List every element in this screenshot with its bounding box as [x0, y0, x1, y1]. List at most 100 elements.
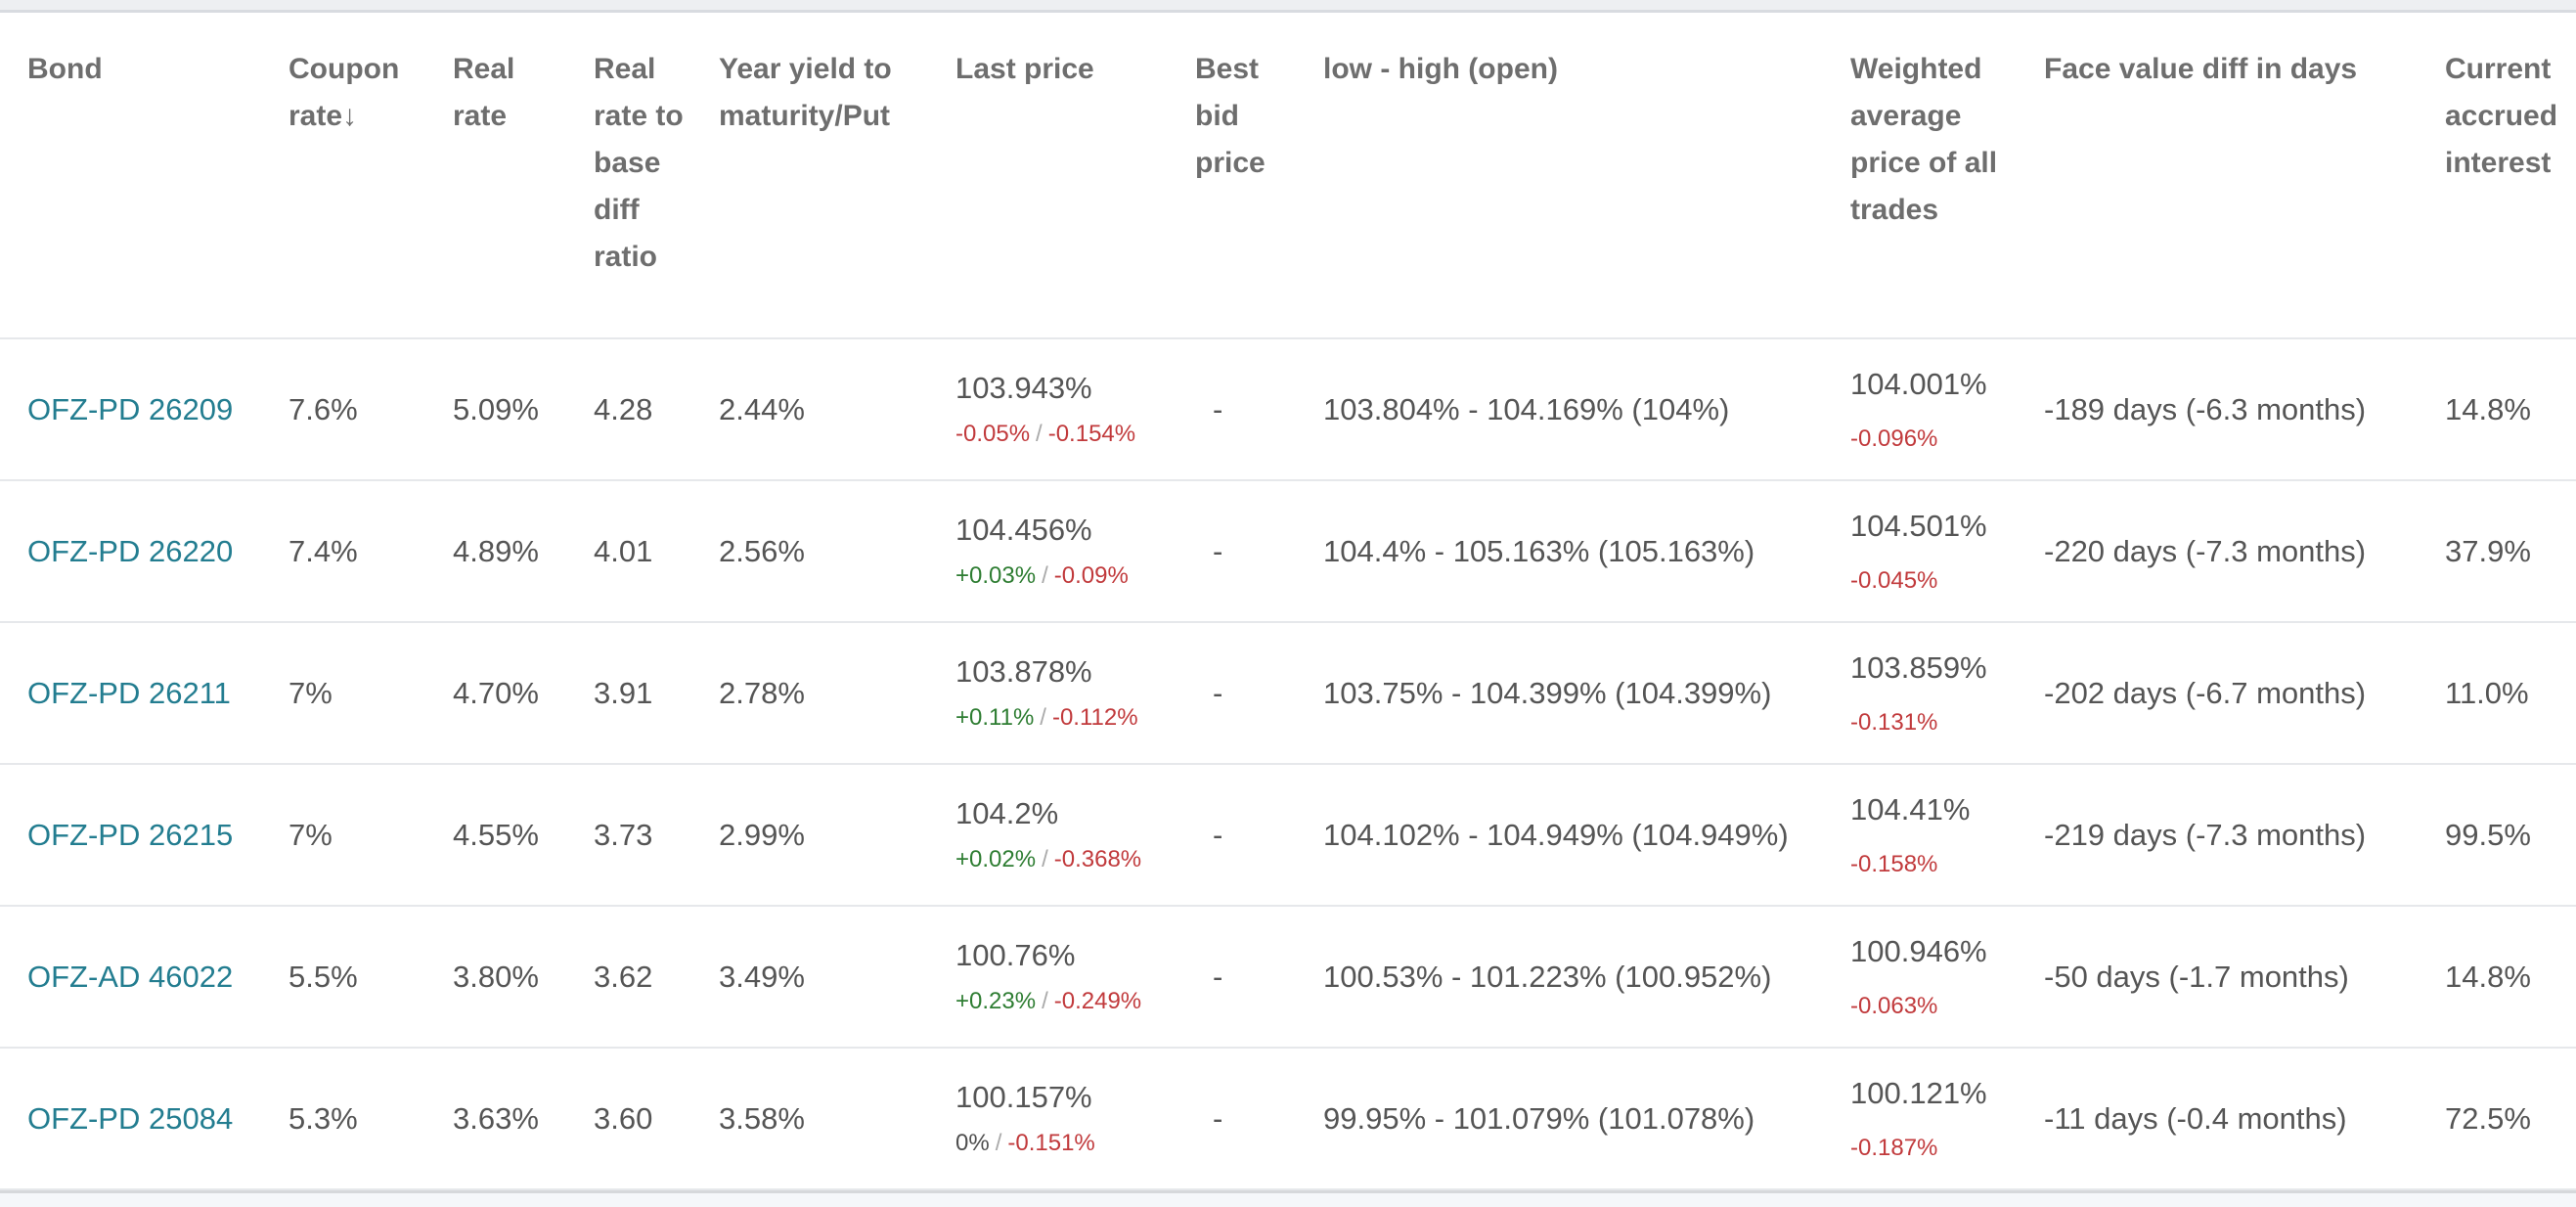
weighted-avg-change: -0.158% — [1850, 850, 1938, 877]
last-price-change-day: 0% — [955, 1130, 990, 1156]
face-value-diff-cell: -219 days (-7.3 months) — [2044, 817, 2367, 852]
bond-link[interactable]: OFZ-PD 26215 — [27, 817, 234, 852]
weighted-avg-change: -0.096% — [1850, 425, 1938, 452]
weighted-avg-value: 103.859% — [1850, 649, 1987, 685]
real-rate-cell: 5.09% — [453, 391, 539, 426]
weighted-avg-cell: 100.946% -0.063% — [1850, 934, 2044, 1020]
year-yield-cell: 3.58% — [719, 1100, 805, 1136]
col-header-bond[interactable]: Bond — [27, 53, 103, 85]
face-value-diff-cell: -220 days (-7.3 months) — [2044, 533, 2367, 568]
face-value-diff-cell: -202 days (-6.7 months) — [2044, 675, 2367, 710]
weighted-avg-cell: 104.41% -0.158% — [1850, 792, 2044, 878]
weighted-avg-value: 104.001% — [1850, 366, 1987, 401]
real-rate-base-diff-cell: 3.62 — [594, 959, 653, 994]
change-separator: / — [1042, 988, 1048, 1014]
table-row: OFZ-AD 46022 5.5% 3.80% 3.62 3.49% 100.7… — [0, 907, 2576, 1049]
last-price-value: 103.943% — [955, 371, 1092, 405]
face-value-diff-cell: -11 days (-0.4 months) — [2044, 1100, 2347, 1136]
low-high-cell: 104.102% - 104.949% (104.949%) — [1323, 817, 1789, 852]
real-rate-cell: 4.70% — [453, 675, 539, 710]
last-price-value: 100.157% — [955, 1080, 1092, 1114]
weighted-avg-value: 104.501% — [1850, 508, 1987, 543]
face-value-diff-cell: -50 days (-1.7 months) — [2044, 959, 2349, 994]
last-price-change-day: +0.03% — [955, 562, 1037, 589]
col-header-real-rate[interactable]: Real rate — [453, 53, 515, 132]
weighted-avg-change: -0.063% — [1850, 992, 1938, 1019]
low-high-cell: 103.804% - 104.169% (104%) — [1323, 391, 1730, 426]
weighted-avg-cell: 100.121% -0.187% — [1850, 1076, 2044, 1162]
last-price-change-period: -0.09% — [1053, 562, 1129, 589]
change-separator: / — [995, 1130, 1002, 1156]
change-separator: / — [1036, 421, 1043, 447]
bond-link[interactable]: OFZ-PD 26209 — [27, 391, 234, 426]
last-price-cell: 104.2% +0.02% / -0.368% — [955, 796, 1195, 873]
sort-desc-icon: ↓ — [342, 100, 358, 132]
table-row: OFZ-PD 26220 7.4% 4.89% 4.01 2.56% 104.4… — [0, 481, 2576, 623]
bond-link[interactable]: OFZ-PD 26211 — [27, 675, 231, 710]
last-price-change-day: +0.11% — [955, 704, 1035, 731]
best-bid-cell: - — [1213, 817, 1223, 852]
col-header-accrued-interest[interactable]: Current accrued interest — [2445, 53, 2558, 179]
col-header-low-high[interactable]: low - high (open) — [1323, 53, 1558, 85]
table-row: OFZ-PD 26211 7% 4.70% 3.91 2.78% 103.878… — [0, 623, 2576, 765]
coupon-rate-cell: 5.3% — [289, 1100, 358, 1136]
best-bid-cell: - — [1213, 533, 1223, 568]
bond-link[interactable]: OFZ-PD 26220 — [27, 533, 234, 568]
col-header-last-price[interactable]: Last price — [955, 53, 1094, 85]
best-bid-cell: - — [1213, 675, 1223, 710]
real-rate-base-diff-cell: 3.91 — [594, 675, 653, 710]
accrued-interest-cell: 37.9% — [2445, 533, 2531, 568]
best-bid-cell: - — [1213, 391, 1223, 426]
best-bid-cell: - — [1213, 959, 1223, 994]
weighted-avg-value: 104.41% — [1850, 791, 1971, 827]
col-header-best-bid[interactable]: Best bid price — [1195, 53, 1266, 179]
last-price-cell: 100.76% +0.23% / -0.249% — [955, 938, 1195, 1015]
col-header-real-rate-base-diff[interactable]: Real rate to base diff ratio — [594, 53, 684, 273]
coupon-rate-cell: 5.5% — [289, 959, 358, 994]
low-high-cell: 103.75% - 104.399% (104.399%) — [1323, 675, 1772, 710]
real-rate-base-diff-cell: 4.28 — [594, 391, 653, 426]
real-rate-cell: 4.89% — [453, 533, 539, 568]
last-price-change-period: -0.112% — [1051, 704, 1138, 731]
change-separator: / — [1042, 562, 1048, 589]
table-row: OFZ-PD 26209 7.6% 5.09% 4.28 2.44% 103.9… — [0, 339, 2576, 481]
last-price-change-day: -0.05% — [955, 421, 1031, 447]
real-rate-base-diff-cell: 3.60 — [594, 1100, 653, 1136]
change-separator: / — [1042, 846, 1048, 872]
weighted-avg-cell: 104.001% -0.096% — [1850, 367, 2044, 453]
weighted-avg-cell: 104.501% -0.045% — [1850, 509, 2044, 595]
real-rate-cell: 3.63% — [453, 1100, 539, 1136]
last-price-value: 104.2% — [955, 796, 1059, 830]
last-price-change-period: -0.151% — [1007, 1130, 1095, 1156]
weighted-avg-change: -0.045% — [1850, 566, 1938, 594]
coupon-rate-cell: 7% — [289, 817, 333, 852]
bond-link[interactable]: OFZ-PD 25084 — [27, 1100, 234, 1136]
low-high-cell: 104.4% - 105.163% (105.163%) — [1323, 533, 1755, 568]
best-bid-cell: - — [1213, 1100, 1223, 1136]
last-price-cell: 100.157% 0% / -0.151% — [955, 1080, 1195, 1157]
coupon-rate-cell: 7% — [289, 675, 333, 710]
weighted-avg-value: 100.946% — [1850, 933, 1987, 968]
weighted-avg-change: -0.187% — [1850, 1134, 1938, 1161]
accrued-interest-cell: 72.5% — [2445, 1100, 2531, 1136]
low-high-cell: 100.53% - 101.223% (100.952%) — [1323, 959, 1772, 994]
real-rate-base-diff-cell: 4.01 — [594, 533, 653, 568]
col-header-year-yield[interactable]: Year yield to maturity/Put — [719, 53, 892, 132]
last-price-cell: 103.878% +0.11% / -0.112% — [955, 654, 1195, 732]
col-header-coupon-rate[interactable]: Coupon rate↓ — [289, 46, 453, 140]
real-rate-base-diff-cell: 3.73 — [594, 817, 653, 852]
top-divider-band — [0, 0, 2576, 13]
bond-link[interactable]: OFZ-AD 46022 — [27, 959, 234, 994]
table-row: OFZ-PD 26215 7% 4.55% 3.73 2.99% 104.2% … — [0, 765, 2576, 907]
real-rate-cell: 3.80% — [453, 959, 539, 994]
last-price-change-day: +0.23% — [955, 988, 1037, 1014]
last-price-value: 100.76% — [955, 938, 1076, 972]
last-price-cell: 103.943% -0.05% / -0.154% — [955, 371, 1195, 448]
col-header-weighted-avg[interactable]: Weighted average price of all trades — [1850, 53, 1998, 226]
accrued-interest-cell: 14.8% — [2445, 959, 2531, 994]
col-header-face-value-diff[interactable]: Face value diff in days — [2044, 53, 2358, 85]
face-value-diff-cell: -189 days (-6.3 months) — [2044, 391, 2367, 426]
last-price-change-period: -0.154% — [1047, 421, 1136, 447]
coupon-rate-cell: 7.4% — [289, 533, 358, 568]
